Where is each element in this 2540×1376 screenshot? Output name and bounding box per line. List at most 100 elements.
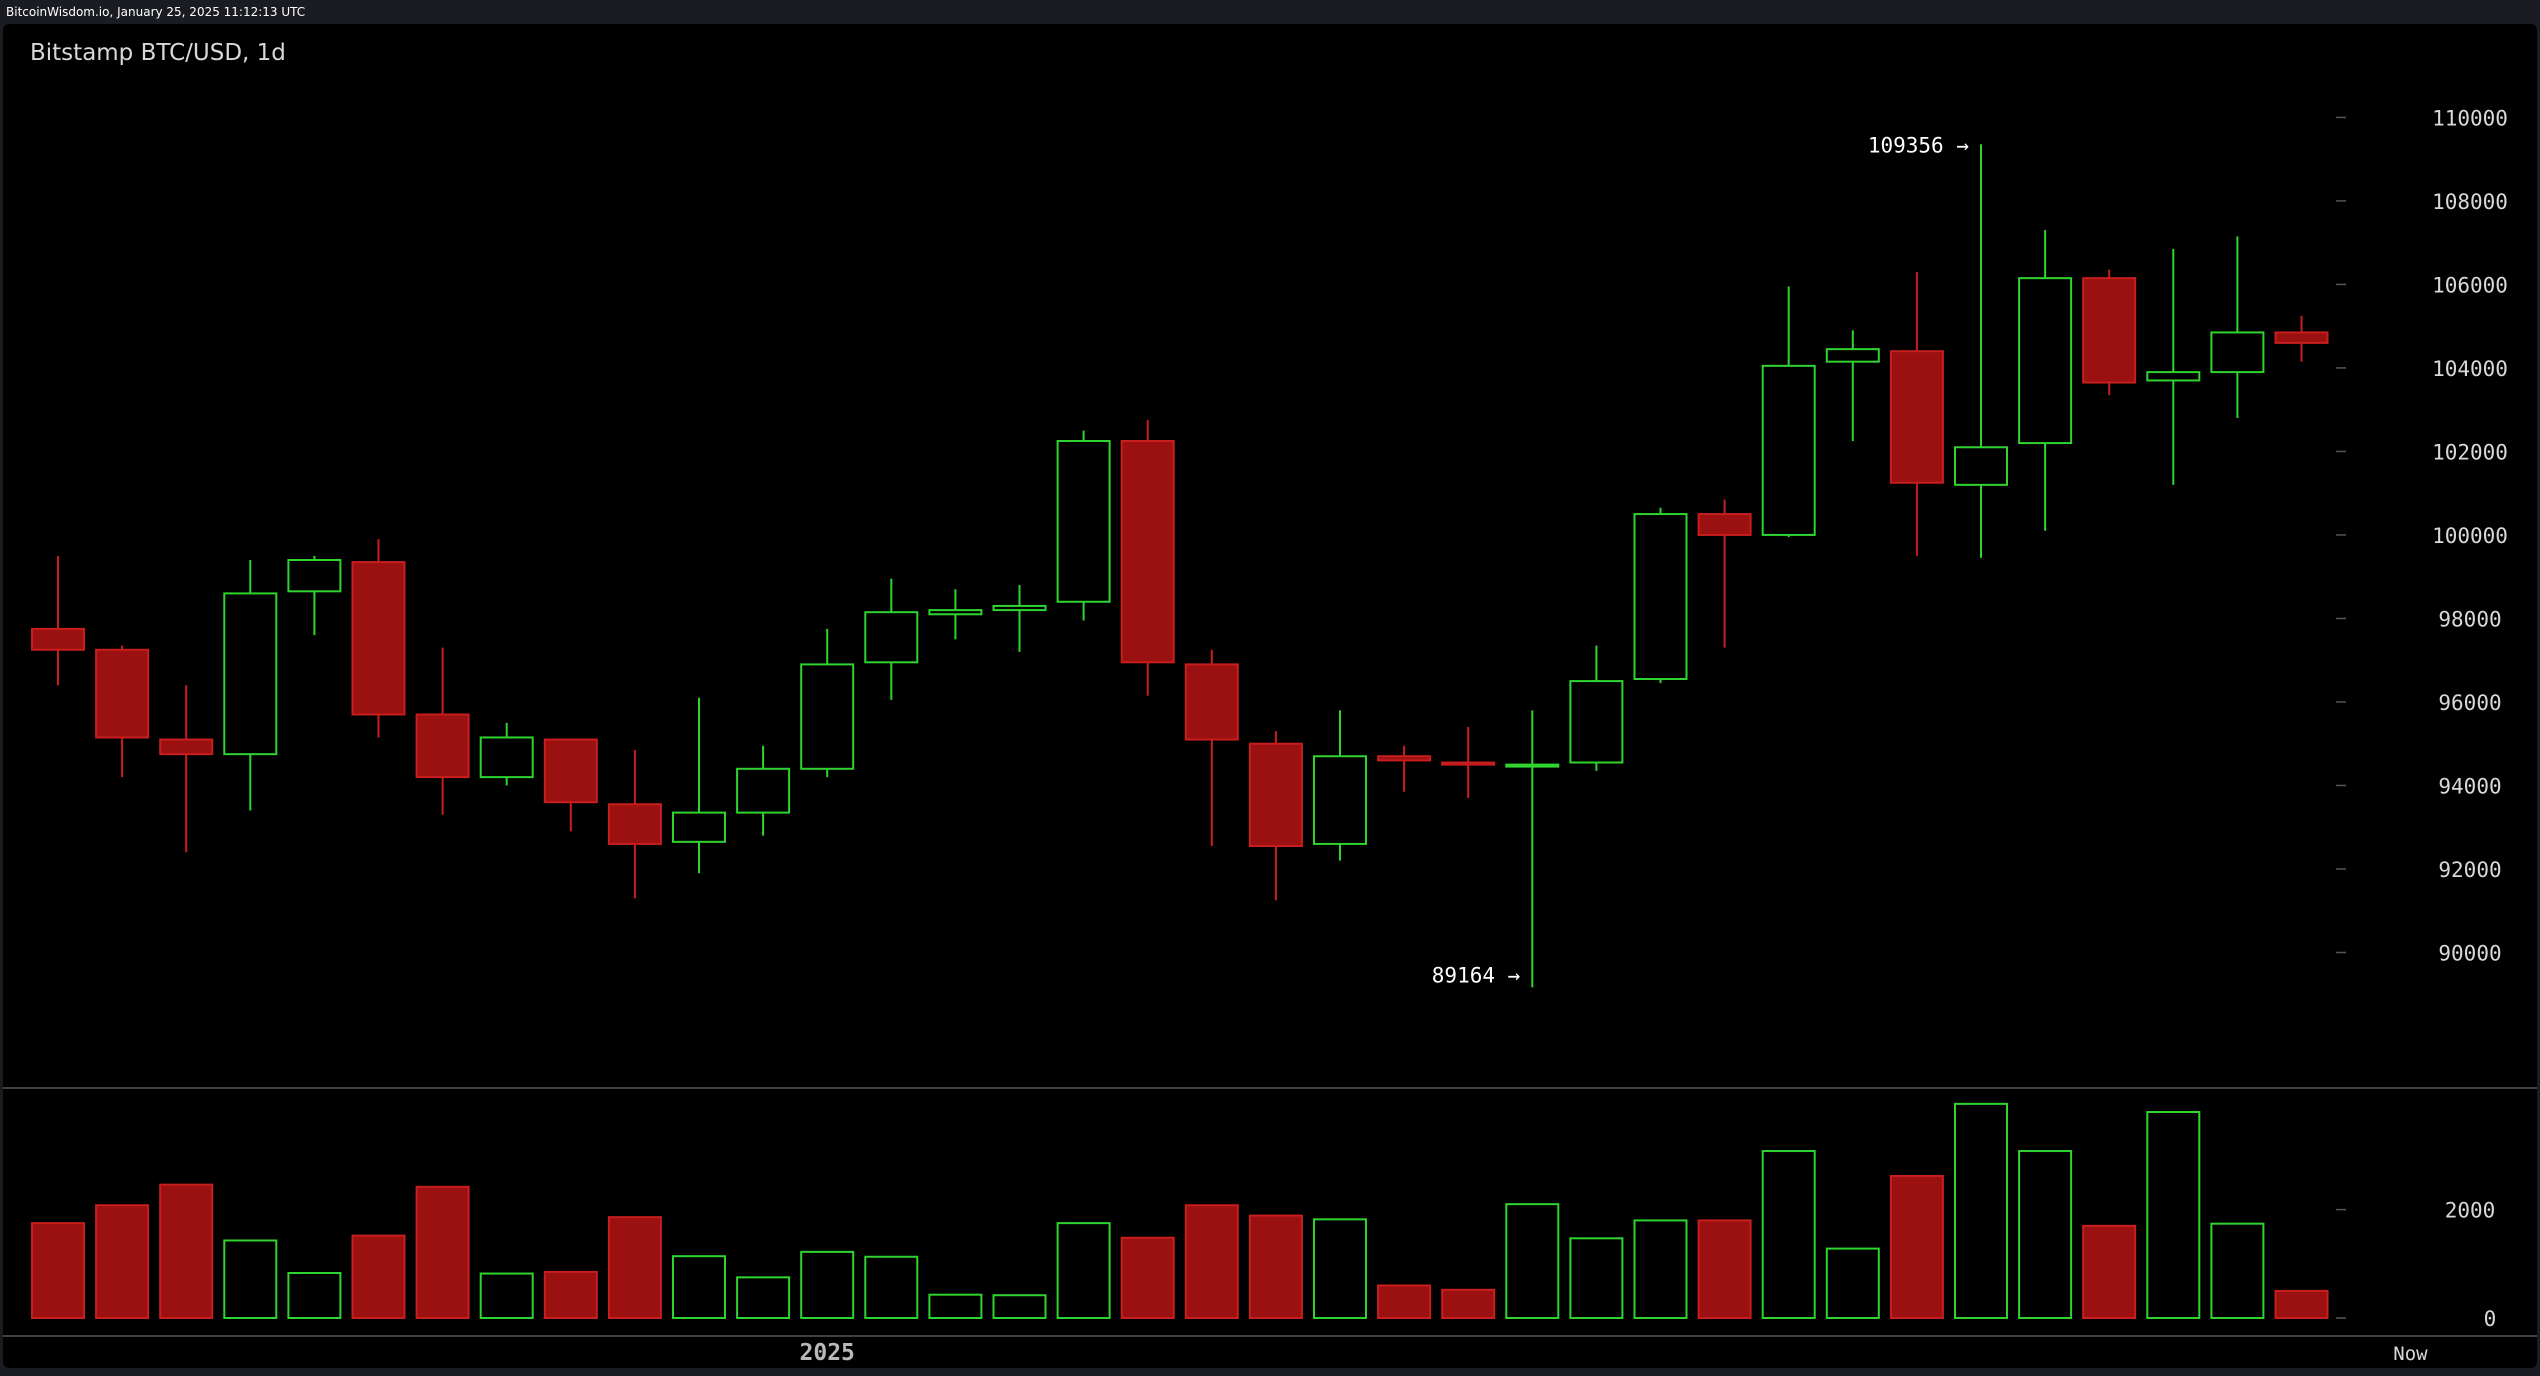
price-tick-label: 92000 — [2438, 858, 2501, 882]
price-tick-label: 104000 — [2432, 357, 2508, 381]
candle-body — [351, 561, 406, 716]
candle-body — [31, 627, 85, 651]
volume-bar[interactable] — [2210, 1222, 2265, 1320]
candle[interactable] — [1569, 645, 1624, 771]
candle[interactable] — [1441, 727, 1496, 798]
volume-bar[interactable] — [543, 1270, 598, 1319]
volume-bars — [31, 1102, 2329, 1320]
candle-body — [95, 648, 150, 739]
candle[interactable] — [1248, 731, 1303, 901]
candle[interactable] — [1056, 430, 1111, 621]
volume-bar[interactable] — [1505, 1203, 1560, 1319]
candle-body — [992, 604, 1047, 612]
candle[interactable] — [1825, 330, 1880, 441]
volume-bar[interactable] — [1056, 1222, 1111, 1320]
volume-bar[interactable] — [1825, 1247, 1880, 1319]
candle-body — [1248, 742, 1303, 848]
candle-body — [1761, 364, 1816, 536]
price-tick-label: 98000 — [2438, 607, 2501, 631]
candle[interactable] — [543, 738, 598, 832]
candle[interactable] — [1377, 745, 1432, 792]
candle[interactable] — [2146, 248, 2201, 485]
candle-body — [479, 736, 534, 779]
candle[interactable] — [1954, 144, 2008, 558]
volume-bar[interactable] — [31, 1222, 85, 1320]
volume-bar[interactable] — [1633, 1219, 1688, 1319]
chart-title: Bitstamp BTC/USD, 1d — [30, 40, 286, 66]
volume-bar[interactable] — [1184, 1204, 1239, 1319]
volume-bar[interactable] — [1441, 1288, 1496, 1320]
volume-bar[interactable] — [2274, 1289, 2329, 1320]
year-label: 2025 — [800, 1340, 855, 1366]
price-tick-label: 102000 — [2432, 440, 2508, 464]
candle[interactable] — [1889, 271, 1944, 556]
volume-bar[interactable] — [1954, 1102, 2008, 1319]
candle-body — [1633, 513, 1688, 681]
volume-bar[interactable] — [351, 1234, 406, 1319]
volume-bar[interactable] — [1569, 1237, 1624, 1320]
volume-bar[interactable] — [159, 1183, 214, 1319]
volume-bar[interactable] — [415, 1185, 470, 1320]
volume-bar[interactable] — [1889, 1174, 1944, 1319]
candle[interactable] — [672, 697, 726, 874]
candle-body — [672, 811, 726, 843]
candle[interactable] — [992, 585, 1047, 652]
candle[interactable] — [31, 555, 85, 686]
candle[interactable] — [1313, 710, 1367, 861]
volume-bar[interactable] — [1377, 1284, 1432, 1319]
candle[interactable] — [1505, 710, 1560, 988]
candle[interactable] — [800, 628, 855, 778]
candle[interactable] — [2082, 269, 2137, 396]
candle-body — [1825, 348, 1880, 363]
volume-bar[interactable] — [1313, 1218, 1367, 1319]
candle[interactable] — [607, 749, 662, 899]
candle[interactable] — [223, 560, 278, 811]
volume-axis: 0 2000 — [2336, 1199, 2496, 1331]
candle-body — [1184, 663, 1239, 741]
volume-bar[interactable] — [2082, 1224, 2137, 1320]
candle[interactable] — [351, 539, 406, 738]
candle-body — [2082, 277, 2137, 384]
candle[interactable] — [928, 589, 983, 640]
candle[interactable] — [2210, 236, 2265, 419]
candle[interactable] — [415, 647, 470, 815]
volume-bar[interactable] — [479, 1272, 534, 1319]
volume-bar[interactable] — [1248, 1214, 1303, 1320]
volume-bar[interactable] — [1120, 1236, 1175, 1320]
candle[interactable] — [1633, 507, 1688, 684]
volume-bar[interactable] — [928, 1293, 983, 1319]
candle[interactable] — [2274, 315, 2329, 362]
candle[interactable] — [2018, 230, 2073, 531]
candle[interactable] — [287, 555, 342, 636]
candle[interactable] — [1697, 499, 1752, 648]
candle[interactable] — [1120, 420, 1175, 696]
volume-bar[interactable] — [2146, 1111, 2201, 1319]
volume-bar[interactable] — [1761, 1150, 1816, 1320]
candle[interactable] — [95, 645, 150, 778]
volume-bar[interactable] — [95, 1204, 150, 1319]
candle[interactable] — [736, 745, 791, 836]
candle-body — [2274, 331, 2329, 344]
volume-bar[interactable] — [223, 1239, 278, 1320]
volume-tick-label: 0 — [2484, 1307, 2497, 1331]
candle-body — [1889, 350, 1944, 484]
candle-body — [1441, 761, 1496, 766]
volume-bar[interactable] — [672, 1255, 726, 1319]
volume-bar[interactable] — [287, 1272, 342, 1319]
volume-bar[interactable] — [800, 1250, 855, 1319]
candle[interactable] — [1761, 286, 1816, 538]
candle-body — [2210, 331, 2265, 374]
candle[interactable] — [864, 578, 919, 700]
volume-bar[interactable] — [992, 1294, 1047, 1319]
volume-bar[interactable] — [736, 1276, 791, 1320]
volume-bar[interactable] — [1697, 1219, 1752, 1319]
candle-body — [607, 803, 662, 845]
volume-bar[interactable] — [607, 1216, 662, 1320]
price-tick-label: 108000 — [2432, 190, 2508, 214]
volume-bar[interactable] — [864, 1255, 919, 1319]
candle[interactable] — [1184, 649, 1239, 847]
candlestick-chart[interactable]: Bitstamp BTC/USD, 1d 90000 92000 94000 9600… — [0, 24, 2540, 1372]
candle[interactable] — [479, 722, 534, 786]
volume-bar[interactable] — [2018, 1150, 2073, 1320]
candle[interactable] — [159, 685, 214, 853]
